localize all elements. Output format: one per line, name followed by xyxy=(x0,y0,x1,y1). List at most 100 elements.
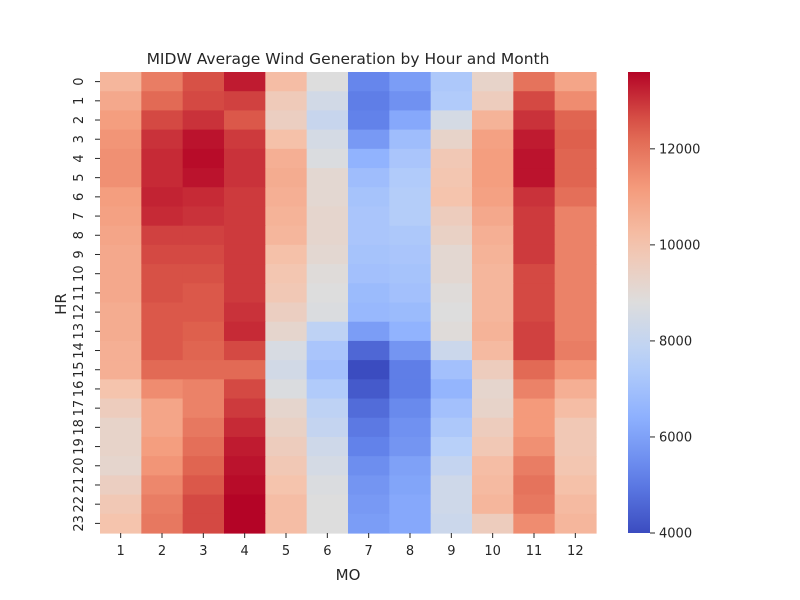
heatmap-cell xyxy=(306,110,349,131)
heatmap-cell xyxy=(389,72,432,92)
heatmap-cell xyxy=(224,513,266,534)
heatmap-cell xyxy=(265,206,308,227)
heatmap-cell xyxy=(389,436,432,457)
heatmap-cell xyxy=(182,72,225,92)
heatmap-cell xyxy=(224,494,266,515)
y-axis-label: HR xyxy=(52,293,70,315)
heatmap-cell xyxy=(100,244,142,265)
heatmap-cell xyxy=(265,475,308,496)
heatmap-cell xyxy=(265,168,308,188)
heatmap-cell xyxy=(554,206,597,227)
y-tick-label: 11 xyxy=(72,285,87,302)
heatmap-cell xyxy=(182,302,225,323)
colorbar-tick-label: 8000 xyxy=(659,334,692,349)
heatmap-cell xyxy=(141,206,184,227)
heatmap-cell xyxy=(224,187,266,208)
heatmap-cell xyxy=(306,417,349,438)
heatmap-cell xyxy=(100,187,142,208)
heatmap-cell xyxy=(141,187,184,208)
heatmap-cell xyxy=(389,456,432,476)
heatmap-cell xyxy=(182,398,225,419)
heatmap-cell xyxy=(513,264,556,284)
heatmap-cell xyxy=(348,91,390,112)
heatmap-cell xyxy=(306,91,349,112)
heatmap-cell xyxy=(472,244,514,265)
heatmap-cell xyxy=(265,148,308,169)
heatmap-cell xyxy=(389,321,432,342)
heatmap-cell xyxy=(472,129,514,150)
heatmap-cell xyxy=(513,283,556,304)
heatmap-cell xyxy=(182,91,225,112)
y-tick-label: 20 xyxy=(72,457,87,474)
y-tick-label: 10 xyxy=(72,265,87,282)
heatmap-cell xyxy=(389,398,432,419)
heatmap-cell xyxy=(513,494,556,515)
heatmap-cell xyxy=(141,494,184,515)
heatmap-cell xyxy=(472,340,514,361)
heatmap-cell xyxy=(348,129,390,150)
heatmap-cell xyxy=(472,187,514,208)
y-tick-label: 5 xyxy=(72,174,87,182)
heatmap-cell xyxy=(554,398,597,419)
heatmap-cell xyxy=(389,360,432,380)
heatmap-cell xyxy=(182,187,225,208)
heatmap-cell xyxy=(430,360,473,380)
heatmap-cell xyxy=(430,168,473,188)
heatmap-cell xyxy=(389,148,432,169)
heatmap-cell xyxy=(182,225,225,246)
y-tick-label: 12 xyxy=(72,304,87,321)
heatmap-cell xyxy=(389,168,432,188)
heatmap-cell xyxy=(100,110,142,131)
heatmap-cell xyxy=(554,340,597,361)
heatmap-cell xyxy=(389,340,432,361)
heatmap-cell xyxy=(306,379,349,400)
heatmap-cell xyxy=(100,129,142,150)
heatmap-cell xyxy=(430,379,473,400)
heatmap-cell xyxy=(265,513,308,534)
heatmap-cell xyxy=(348,360,390,380)
heatmap-cell xyxy=(430,417,473,438)
heatmap-cell xyxy=(306,148,349,169)
heatmap-cell xyxy=(389,206,432,227)
heatmap-cell xyxy=(306,168,349,188)
heatmap-cell xyxy=(141,110,184,131)
colorbar-tick-label: 10000 xyxy=(659,238,700,253)
heatmap-cell xyxy=(265,379,308,400)
y-tick-label: 17 xyxy=(72,400,87,417)
heatmap-cell xyxy=(513,91,556,112)
heatmap-cell xyxy=(472,513,514,534)
heatmap-cell xyxy=(265,436,308,457)
heatmap-cell xyxy=(472,360,514,380)
heatmap-cell xyxy=(265,225,308,246)
x-tick-label: 11 xyxy=(526,544,543,559)
heatmap-cell xyxy=(141,264,184,284)
heatmap-cell xyxy=(554,244,597,265)
heatmap-cell xyxy=(265,302,308,323)
heatmap-cell xyxy=(182,321,225,342)
y-tick-label: 8 xyxy=(72,231,87,239)
heatmap-cell xyxy=(182,360,225,380)
heatmap-cell xyxy=(224,244,266,265)
heatmap-cell xyxy=(348,148,390,169)
heatmap-cell xyxy=(141,302,184,323)
heatmap-cell xyxy=(513,302,556,323)
heatmap-cell xyxy=(472,264,514,284)
heatmap-cell xyxy=(306,302,349,323)
heatmap-cell xyxy=(513,360,556,380)
heatmap-cell xyxy=(554,148,597,169)
heatmap-cell xyxy=(430,129,473,150)
heatmap-cell xyxy=(430,187,473,208)
heatmap-cell xyxy=(224,340,266,361)
x-tick-label: 6 xyxy=(323,544,331,559)
heatmap-cell xyxy=(513,187,556,208)
heatmap-cell xyxy=(182,456,225,476)
heatmap-cell xyxy=(182,129,225,150)
colorbar-tick-label: 6000 xyxy=(659,430,692,445)
heatmap-cell xyxy=(389,302,432,323)
heatmap-cell xyxy=(141,168,184,188)
heatmap-cell xyxy=(265,398,308,419)
heatmap-cell xyxy=(554,379,597,400)
y-tick-label: 14 xyxy=(72,342,87,359)
heatmap-cell xyxy=(348,417,390,438)
